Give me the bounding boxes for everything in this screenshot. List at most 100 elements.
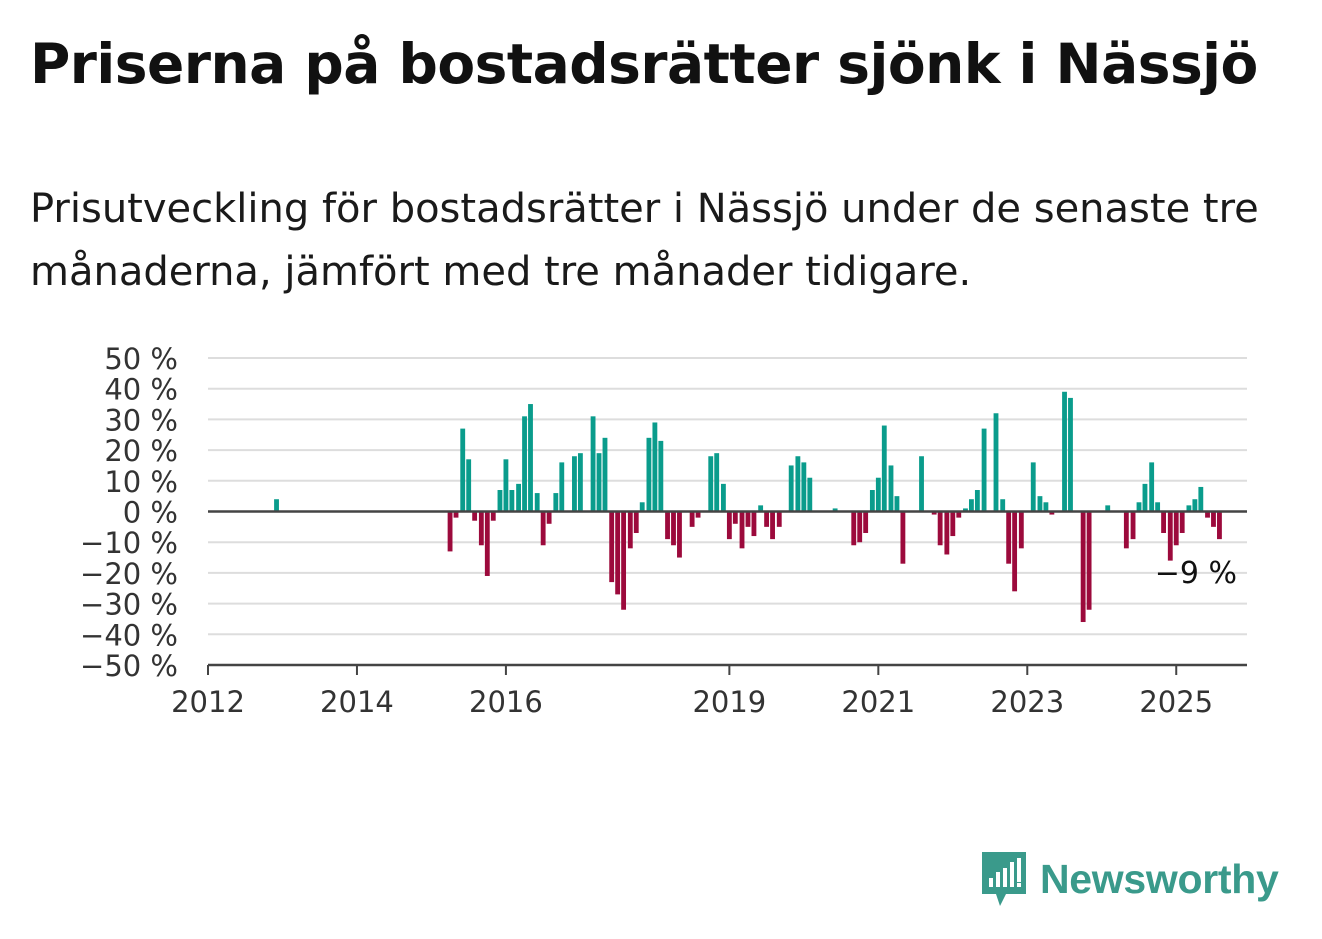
x-tick-label: 2014 xyxy=(320,685,394,719)
bar xyxy=(1155,502,1161,512)
bar xyxy=(944,511,950,555)
x-tick-label: 2016 xyxy=(469,685,543,719)
bar xyxy=(447,511,453,552)
bar xyxy=(572,456,577,512)
bar xyxy=(981,428,987,512)
bar xyxy=(974,490,980,512)
bar xyxy=(875,477,881,512)
bar xyxy=(577,453,583,512)
bar xyxy=(963,508,968,512)
bar xyxy=(881,425,887,512)
bar xyxy=(559,462,565,512)
newsworthy-logo-icon xyxy=(982,852,1026,906)
bar xyxy=(969,499,974,512)
bar xyxy=(677,511,682,558)
bar xyxy=(708,456,714,512)
bar xyxy=(1086,511,1092,610)
bar xyxy=(739,511,745,549)
bar xyxy=(540,511,546,546)
bar xyxy=(534,493,540,512)
bar xyxy=(795,456,801,512)
y-tick-label: 40 % xyxy=(104,373,178,407)
bar xyxy=(484,511,490,576)
bar xyxy=(695,511,701,518)
bar xyxy=(546,511,552,524)
y-tick-label: −10 % xyxy=(80,526,178,560)
bar xyxy=(919,456,924,512)
bar xyxy=(1192,499,1198,512)
y-tick-label: −20 % xyxy=(80,557,178,591)
y-tick-label: 30 % xyxy=(104,403,178,437)
annotations: −9 % xyxy=(1155,556,1237,591)
bar xyxy=(503,459,509,512)
bar xyxy=(497,490,503,512)
bar xyxy=(956,511,962,518)
bar xyxy=(1037,496,1043,512)
bar xyxy=(609,511,615,583)
bar xyxy=(528,404,533,512)
x-axis-labels: 2012 2014 2016 2019 2021 2023 2025 xyxy=(171,685,1213,719)
bar xyxy=(466,459,472,512)
bar xyxy=(472,511,478,521)
bar xyxy=(764,511,770,527)
bar xyxy=(665,511,670,540)
bar xyxy=(509,490,515,512)
bar xyxy=(1080,511,1086,623)
bar xyxy=(590,416,596,512)
bar xyxy=(1198,486,1204,512)
bar xyxy=(516,483,522,512)
bar xyxy=(1012,511,1018,592)
bar xyxy=(658,440,664,512)
y-tick-label: 0 % xyxy=(123,496,178,530)
y-tick-label: 10 % xyxy=(104,465,178,499)
bar xyxy=(732,511,738,524)
chart-title: Priserna på bostadsrätter sjönk i Nässjö xyxy=(30,32,1258,96)
bar xyxy=(596,453,602,512)
bar xyxy=(478,511,484,546)
bar xyxy=(745,511,751,527)
bar xyxy=(863,511,869,533)
bar xyxy=(627,511,633,549)
bar xyxy=(460,428,466,512)
bar xyxy=(851,511,857,546)
x-tick-label: 2019 xyxy=(692,685,766,719)
bar xyxy=(726,511,732,540)
last-value-label: −9 % xyxy=(1155,556,1237,591)
bar xyxy=(1123,511,1129,549)
bar xyxy=(993,413,999,512)
bar xyxy=(274,499,279,512)
bar xyxy=(602,437,608,512)
x-tick-label: 2025 xyxy=(1139,685,1213,719)
bar xyxy=(751,511,757,537)
bar xyxy=(1006,511,1012,564)
bar xyxy=(671,511,676,546)
bar xyxy=(894,496,900,512)
axes xyxy=(207,510,1247,675)
bar xyxy=(931,511,937,515)
bar xyxy=(770,511,775,540)
bar xyxy=(714,453,720,512)
bar xyxy=(553,493,559,512)
bar xyxy=(869,490,875,512)
bar xyxy=(1049,511,1055,515)
bar xyxy=(639,502,645,512)
bar xyxy=(788,465,794,512)
chart-subtitle: Prisutveckling för bostadsrätter i Nässj… xyxy=(30,186,1259,295)
y-axis-labels: 50 %40 %30 %20 %10 %0 %−10 %−20 %−30 %−4… xyxy=(80,342,178,683)
bar xyxy=(937,511,943,546)
y-tick-label: −30 % xyxy=(80,588,178,622)
bar xyxy=(776,511,782,527)
bar xyxy=(1179,511,1185,533)
bar xyxy=(621,511,627,610)
x-tick-label: 2012 xyxy=(171,685,245,719)
bar xyxy=(1173,511,1179,546)
bar xyxy=(633,511,639,533)
bar xyxy=(720,483,726,512)
bar xyxy=(652,422,658,512)
bar xyxy=(801,462,807,512)
bars xyxy=(274,391,1222,623)
bar xyxy=(950,511,956,537)
bar xyxy=(1130,511,1136,540)
bar xyxy=(1217,511,1222,540)
bar xyxy=(900,511,906,564)
